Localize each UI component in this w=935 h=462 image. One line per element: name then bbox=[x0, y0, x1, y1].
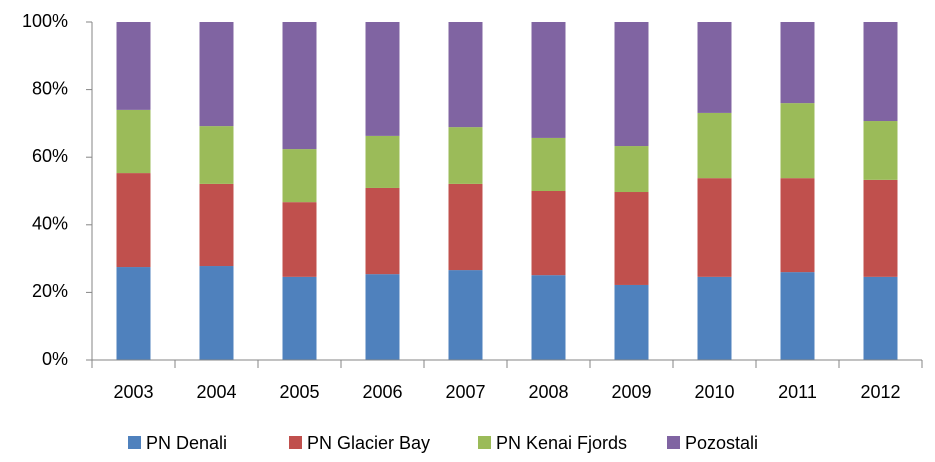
bar-segment bbox=[614, 192, 649, 285]
bar-segment bbox=[199, 22, 234, 127]
y-tick-label: 80% bbox=[32, 78, 68, 98]
bar-segment bbox=[448, 183, 483, 271]
bar-segment bbox=[531, 275, 566, 360]
legend-swatch bbox=[478, 436, 491, 449]
bar-segment bbox=[365, 187, 400, 275]
x-tick-label: 2005 bbox=[279, 382, 319, 402]
legend-label: Pozostali bbox=[685, 433, 758, 453]
x-tick-label: 2007 bbox=[445, 382, 485, 402]
bar-segment bbox=[199, 126, 234, 184]
bar-segment bbox=[116, 22, 151, 110]
x-tick-label: 2011 bbox=[778, 382, 817, 402]
bar-segment bbox=[531, 137, 566, 191]
bar-segment bbox=[531, 191, 566, 276]
bar-segment bbox=[448, 127, 483, 184]
bar-segment bbox=[282, 276, 317, 360]
bar-segment bbox=[199, 183, 234, 267]
bar-segment bbox=[199, 266, 234, 360]
x-tick-label: 2003 bbox=[113, 382, 153, 402]
bar-segment bbox=[116, 267, 151, 360]
bar-segment bbox=[780, 22, 815, 104]
x-tick-label: 2012 bbox=[860, 382, 900, 402]
x-tick-label: 2008 bbox=[528, 382, 568, 402]
y-tick-label: 100% bbox=[22, 11, 68, 31]
bar-segment bbox=[863, 179, 898, 277]
bar-segment bbox=[697, 112, 732, 179]
x-tick-label: 2006 bbox=[362, 382, 402, 402]
bar-segment bbox=[365, 22, 400, 136]
bar-segment bbox=[116, 109, 151, 174]
y-tick-label: 40% bbox=[32, 214, 68, 234]
y-tick-label: 20% bbox=[32, 281, 68, 301]
bar-segment bbox=[282, 202, 317, 277]
bar-segment bbox=[614, 22, 649, 147]
bar-segment bbox=[697, 178, 732, 277]
bar-segment bbox=[697, 22, 732, 113]
y-tick-label: 60% bbox=[32, 146, 68, 166]
legend-swatch bbox=[289, 436, 302, 449]
bar-segment bbox=[863, 121, 898, 180]
bar-segment bbox=[614, 284, 649, 360]
bar-segment bbox=[365, 135, 400, 188]
legend-label: PN Glacier Bay bbox=[307, 433, 430, 453]
bar-segment bbox=[780, 272, 815, 360]
x-tick-label: 2004 bbox=[196, 382, 236, 402]
bar-segment bbox=[448, 22, 483, 128]
bar-segment bbox=[614, 146, 649, 193]
bar-segment bbox=[863, 22, 898, 122]
y-tick-label: 0% bbox=[42, 349, 68, 369]
legend-swatch bbox=[128, 436, 141, 449]
bar-segment bbox=[282, 22, 317, 150]
x-tick-label: 2009 bbox=[611, 382, 651, 402]
bar-segment bbox=[365, 274, 400, 360]
bar-segment bbox=[697, 276, 732, 360]
bar-segment bbox=[448, 270, 483, 360]
bar-segment bbox=[116, 173, 151, 268]
bar-segment bbox=[780, 103, 815, 179]
legend-label: PN Denali bbox=[146, 433, 227, 453]
legend-swatch bbox=[667, 436, 680, 449]
legend-label: PN Kenai Fjords bbox=[496, 433, 627, 453]
bar-segment bbox=[863, 276, 898, 360]
x-tick-label: 2010 bbox=[694, 382, 734, 402]
bar-segment bbox=[531, 22, 566, 138]
bar-segment bbox=[780, 178, 815, 273]
bar-segment bbox=[282, 149, 317, 203]
